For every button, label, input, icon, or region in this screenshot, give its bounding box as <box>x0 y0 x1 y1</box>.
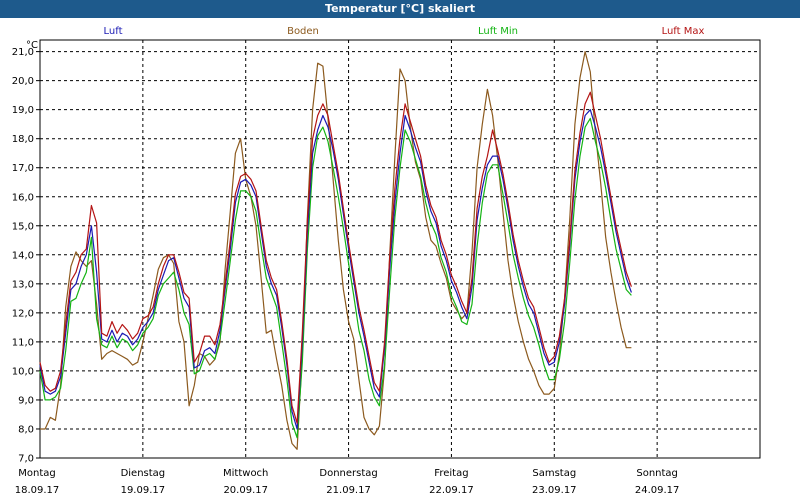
series-line-luft-max <box>39 91 632 424</box>
series-line-luft <box>39 109 632 430</box>
series-line-luft-min <box>39 117 632 439</box>
x-date-label: 20.09.17 <box>223 485 268 496</box>
y-tick-label: 11,0 <box>12 337 34 348</box>
legend-entry: Luft <box>104 26 123 37</box>
y-tick-label: 18,0 <box>12 134 34 145</box>
y-tick-label: 19,0 <box>12 105 34 116</box>
legend-entry: Luft Min <box>478 26 518 37</box>
x-date-label: 21.09.17 <box>326 485 371 496</box>
x-day-label: Dienstag <box>121 468 166 479</box>
y-tick-label: 21,0 <box>12 47 34 58</box>
x-date-label: 18.09.17 <box>15 485 60 496</box>
y-tick-label: 12,0 <box>12 308 34 319</box>
x-day-label: Montag <box>18 468 55 479</box>
x-date-label: 22.09.17 <box>429 485 474 496</box>
y-tick-label: 16,0 <box>12 192 34 203</box>
y-tick-label: 14,0 <box>12 250 34 261</box>
x-day-label: Mittwoch <box>223 468 268 479</box>
x-axis: Montag 18.09.17 Dienstag 19.09.17 Mittwoch 20… <box>15 468 680 496</box>
data-series <box>39 50 632 450</box>
y-tick-label: 17,0 <box>12 163 34 174</box>
y-tick-label: 13,0 <box>12 279 34 290</box>
y-axis: °C 7,0 8,0 9,0 10,0 11,0 12,0 13,0 14,0 15,0 16,0 1… <box>12 40 40 465</box>
legend-entry: Boden <box>287 26 319 37</box>
window-title: Temperatur [°C] skaliert <box>0 0 800 18</box>
x-date-label: 23.09.17 <box>532 485 577 496</box>
y-axis-unit: °C <box>26 40 38 51</box>
legend: Luft Boden Luft Min Luft Max <box>104 26 705 37</box>
y-tick-label: 9,0 <box>18 395 34 406</box>
temperature-line-chart: °C 7,0 8,0 9,0 10,0 11,0 12,0 13,0 14,0 15,0 16,0 1… <box>0 18 800 500</box>
y-tick-label: 7,0 <box>18 454 34 465</box>
y-tick-label: 8,0 <box>18 424 34 435</box>
x-date-label: 24.09.17 <box>635 485 680 496</box>
series-line-boden <box>40 50 632 450</box>
x-day-label: Donnerstag <box>319 468 377 479</box>
x-day-label: Sonntag <box>636 468 678 479</box>
x-date-label: 19.09.17 <box>121 485 166 496</box>
y-tick-label: 15,0 <box>12 221 34 232</box>
x-day-label: Samstag <box>532 468 576 479</box>
y-tick-label: 10,0 <box>12 366 34 377</box>
plot-area <box>39 39 761 459</box>
x-day-label: Freitag <box>434 468 468 479</box>
y-tick-label: 20,0 <box>12 76 34 87</box>
legend-entry: Luft Max <box>662 26 705 37</box>
